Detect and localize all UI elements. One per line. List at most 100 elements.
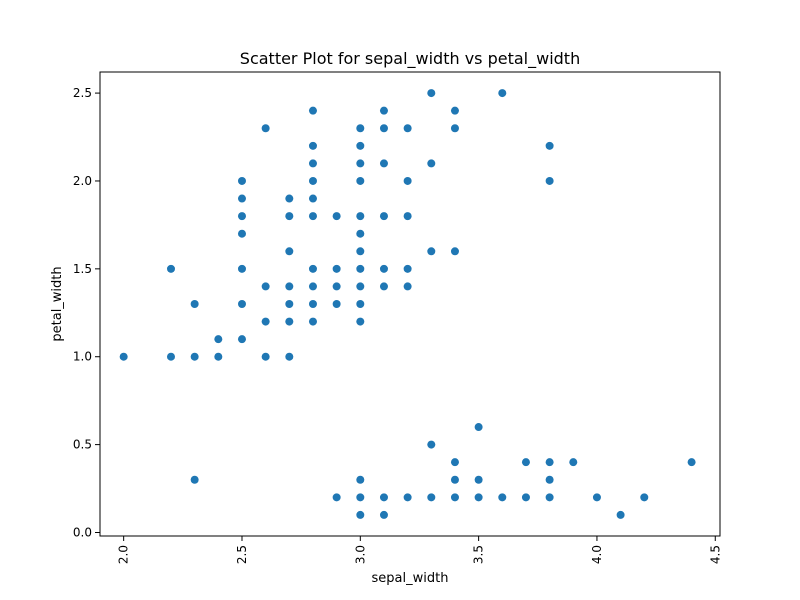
data-point [261, 352, 270, 361]
data-point [521, 458, 530, 467]
data-point [379, 493, 388, 502]
data-point [356, 493, 365, 502]
data-point [166, 352, 175, 361]
data-point [379, 510, 388, 519]
data-point [308, 300, 317, 308]
data-point [356, 176, 365, 185]
data-point [403, 212, 412, 221]
y-tick-label: 1.5 [73, 262, 92, 276]
data-point [285, 352, 294, 361]
x-axis-ticks: 2.0 2.5 3.0 3.5 4.0 4.5 [117, 536, 722, 564]
data-point [356, 264, 365, 273]
data-point [332, 212, 341, 221]
data-point [285, 300, 294, 308]
data-point [237, 212, 246, 221]
y-tick-label: 0.5 [73, 438, 92, 452]
data-point [237, 264, 246, 273]
data-point [521, 493, 530, 502]
y-tick-label: 1.0 [73, 350, 92, 364]
data-point [379, 264, 388, 273]
data-point [308, 141, 317, 150]
data-point [403, 264, 412, 273]
data-point [308, 264, 317, 273]
data-point [356, 212, 365, 221]
data-point [356, 247, 365, 256]
data-point [356, 124, 365, 133]
data-point [356, 317, 365, 326]
data-point [285, 282, 294, 291]
data-point [427, 440, 436, 449]
data-point [403, 124, 412, 133]
data-point [450, 475, 459, 484]
data-point [474, 475, 483, 484]
data-point [285, 317, 294, 326]
data-point [332, 282, 341, 291]
data-point [237, 300, 246, 308]
data-point [308, 317, 317, 326]
data-point [450, 106, 459, 115]
data-point [592, 493, 601, 502]
data-point [356, 141, 365, 150]
data-point [498, 89, 507, 98]
data-point [261, 282, 270, 291]
data-point [379, 124, 388, 133]
y-axis-ticks: 0.0 0.5 1.0 1.5 2.0 2.5 [73, 86, 100, 539]
data-point [498, 493, 507, 502]
data-point [403, 176, 412, 185]
data-point [403, 493, 412, 502]
data-point [285, 247, 294, 256]
x-tick-label: 2.5 [235, 545, 249, 564]
x-axis-label: sepal_width [372, 571, 449, 586]
data-point [285, 212, 294, 221]
data-point [450, 247, 459, 256]
data-point [356, 475, 365, 484]
data-point [427, 493, 436, 502]
data-point [237, 176, 246, 185]
data-point [569, 458, 578, 467]
data-point [261, 317, 270, 326]
data-point [308, 159, 317, 168]
plot-frame [99, 71, 721, 537]
data-point [356, 159, 365, 168]
data-point [450, 493, 459, 502]
data-point [545, 493, 554, 502]
data-point [308, 212, 317, 221]
data-point [237, 194, 246, 203]
data-point [308, 106, 317, 115]
data-point [190, 475, 199, 484]
x-tick-label: 2.0 [117, 545, 131, 564]
data-point [285, 194, 294, 203]
x-tick-label: 3.5 [472, 545, 486, 564]
data-point [450, 124, 459, 133]
y-tick-label: 2.0 [73, 174, 92, 188]
data-point [545, 475, 554, 484]
data-point [545, 176, 554, 185]
data-point [190, 352, 199, 361]
data-point [427, 159, 436, 168]
data-point [214, 352, 223, 361]
data-point [332, 264, 341, 273]
data-point [332, 300, 341, 308]
data-point [237, 335, 246, 344]
data-point [379, 159, 388, 168]
data-points [119, 89, 696, 519]
data-point [450, 458, 459, 467]
data-point [356, 510, 365, 519]
data-point [616, 510, 625, 519]
data-point [308, 282, 317, 291]
data-point [545, 141, 554, 150]
data-point [474, 493, 483, 502]
data-point [332, 493, 341, 502]
data-point [403, 282, 412, 291]
data-point [190, 300, 199, 308]
y-axis-label: petal_width [50, 266, 65, 341]
chart-title: Scatter Plot for sepal_width vs petal_wi… [240, 49, 580, 69]
y-tick-label: 2.5 [73, 86, 92, 100]
data-point [687, 458, 696, 467]
data-point [166, 264, 175, 273]
data-point [545, 458, 554, 467]
x-tick-label: 4.5 [708, 545, 722, 564]
data-point [356, 300, 365, 308]
